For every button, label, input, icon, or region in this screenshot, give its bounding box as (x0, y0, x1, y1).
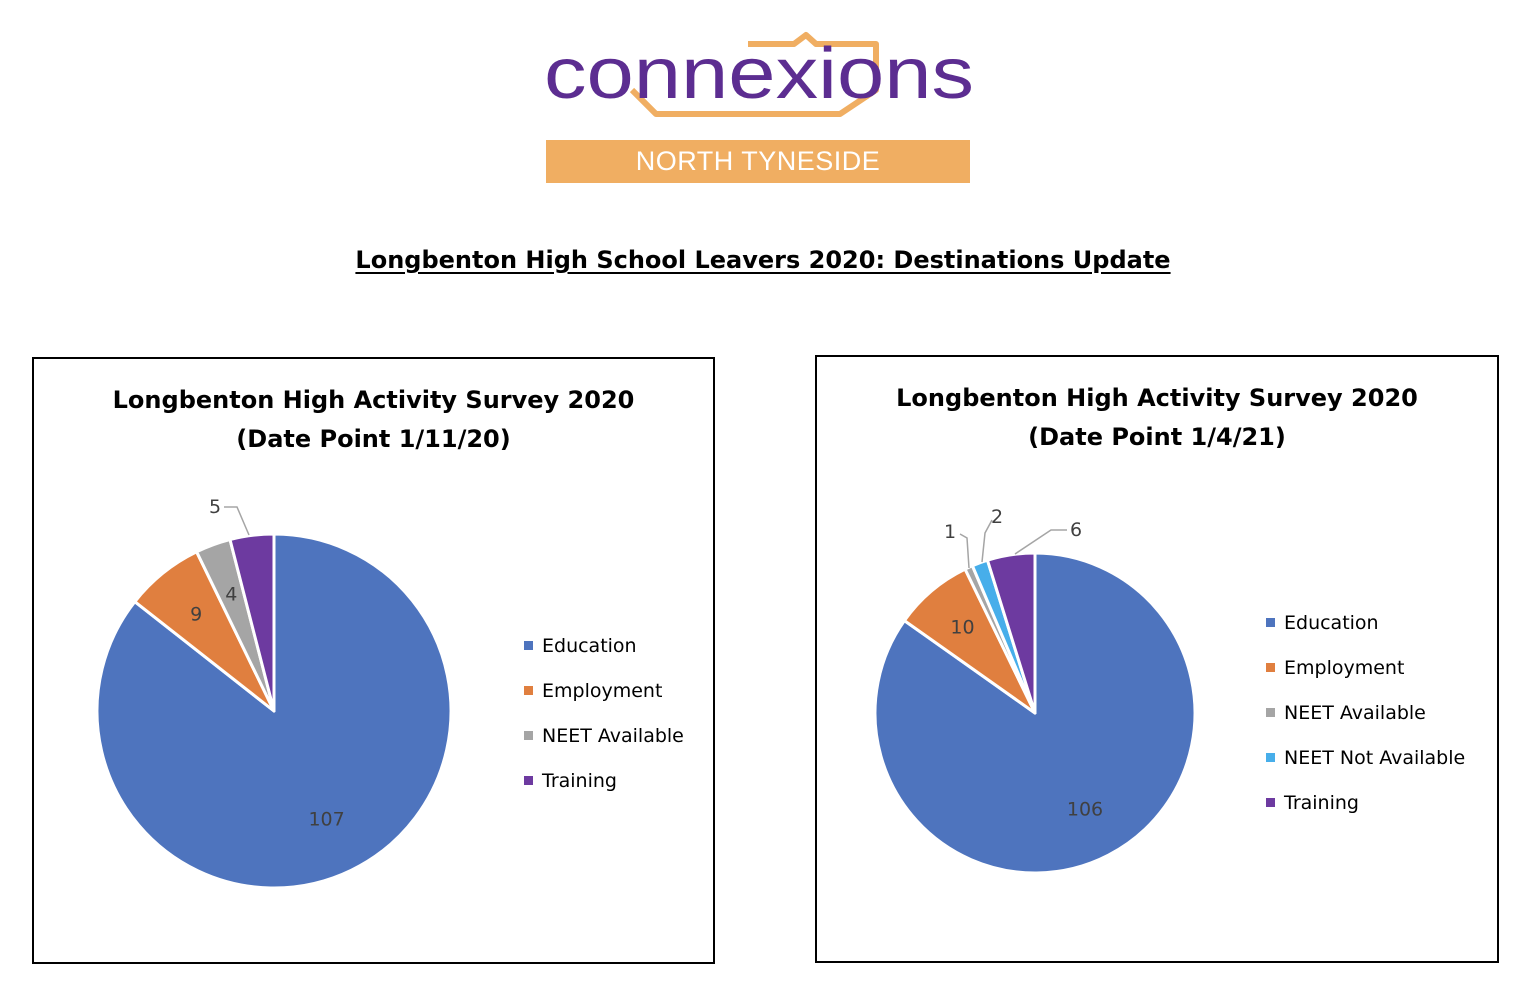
legend-label-neet-not-available: NEET Not Available (1284, 746, 1466, 769)
callout-line-training (1014, 529, 1067, 555)
legend-swatch-neet-not-available (1266, 753, 1275, 762)
legend-item-training: Training (524, 758, 684, 803)
legend-swatch-neet-available (524, 731, 533, 740)
chart-panel-1: Longbenton High Activity Survey 2020 (Da… (32, 357, 715, 964)
data-label-training: 6 (1070, 519, 1082, 541)
legend-label-employment: Employment (1284, 656, 1405, 679)
data-label-neet-available: 1 (944, 521, 956, 543)
callout-line-neet-available (959, 533, 970, 569)
chart-1-title-line2: (Date Point 1/11/20) (236, 425, 511, 453)
data-label-education: 107 (308, 808, 344, 830)
chart-2-pie: 106 10 1 2 6 (873, 506, 1197, 875)
legend-item-training: Training (1266, 780, 1465, 825)
data-label-neet-not-available: 2 (991, 506, 1003, 528)
logo-house-outline (629, 32, 879, 117)
legend-item-neet-available: NEET Available (1266, 690, 1465, 735)
legend-item-education: Education (1266, 600, 1465, 645)
chart-2-title-line2: (Date Point 1/4/21) (1028, 423, 1286, 451)
legend-swatch-education (524, 641, 533, 650)
legend-label-education: Education (1284, 611, 1379, 634)
chart-panel-2: Longbenton High Activity Survey 2020 (Da… (815, 355, 1499, 963)
callout-line-training (224, 506, 250, 536)
legend-item-employment: Employment (1266, 645, 1465, 690)
data-label-training: 5 (209, 496, 221, 518)
chart-1-legend: Education Employment NEET Available Trainin… (524, 623, 684, 803)
pie-slice-training (228, 532, 276, 713)
chart-2-title: Longbenton High Activity Survey 2020 (Da… (817, 379, 1497, 457)
legend-swatch-employment (1266, 663, 1275, 672)
legend-label-neet-available: NEET Available (1284, 701, 1426, 724)
logo-band: NORTH TYNESIDE (546, 140, 970, 183)
data-label-education: 106 (1067, 799, 1103, 821)
pie-slice-training (985, 551, 1037, 715)
connexions-logo: connexions NORTH TYNESIDE (540, 28, 980, 188)
legend-label-neet-available: NEET Available (542, 724, 684, 747)
legend-item-neet-available: NEET Available (524, 713, 684, 758)
legend-label-training: Training (542, 769, 617, 792)
legend-swatch-employment (524, 686, 533, 695)
legend-item-education: Education (524, 623, 684, 668)
chart-2-legend: Education Employment NEET Available NEET No… (1266, 600, 1465, 825)
legend-swatch-education (1266, 618, 1275, 627)
legend-label-training: Training (1284, 791, 1359, 814)
data-label-neet-available: 4 (225, 584, 237, 606)
chart-1-title-line1: Longbenton High Activity Survey 2020 (112, 386, 635, 414)
logo-wordmark: connexions (544, 32, 974, 117)
chart-2-title-line1: Longbenton High Activity Survey 2020 (896, 384, 1418, 412)
legend-swatch-training (1266, 798, 1275, 807)
callout-line-neet-not-available (981, 519, 993, 563)
data-label-employment: 9 (190, 604, 202, 626)
page-title: Longbenton High School Leavers 2020: Des… (355, 246, 1171, 274)
legend-swatch-neet-available (1266, 708, 1275, 717)
chart-1-pie: 107 9 4 5 (95, 496, 453, 890)
legend-label-education: Education (542, 634, 637, 657)
data-label-employment: 10 (950, 617, 974, 639)
logo-wordmark-text: connexions (544, 34, 974, 114)
legend-swatch-training (524, 776, 533, 785)
chart-1-title: Longbenton High Activity Survey 2020 (Da… (34, 381, 713, 459)
legend-item-neet-not-available: NEET Not Available (1266, 735, 1465, 780)
legend-item-employment: Employment (524, 668, 684, 713)
legend-label-employment: Employment (542, 679, 663, 702)
